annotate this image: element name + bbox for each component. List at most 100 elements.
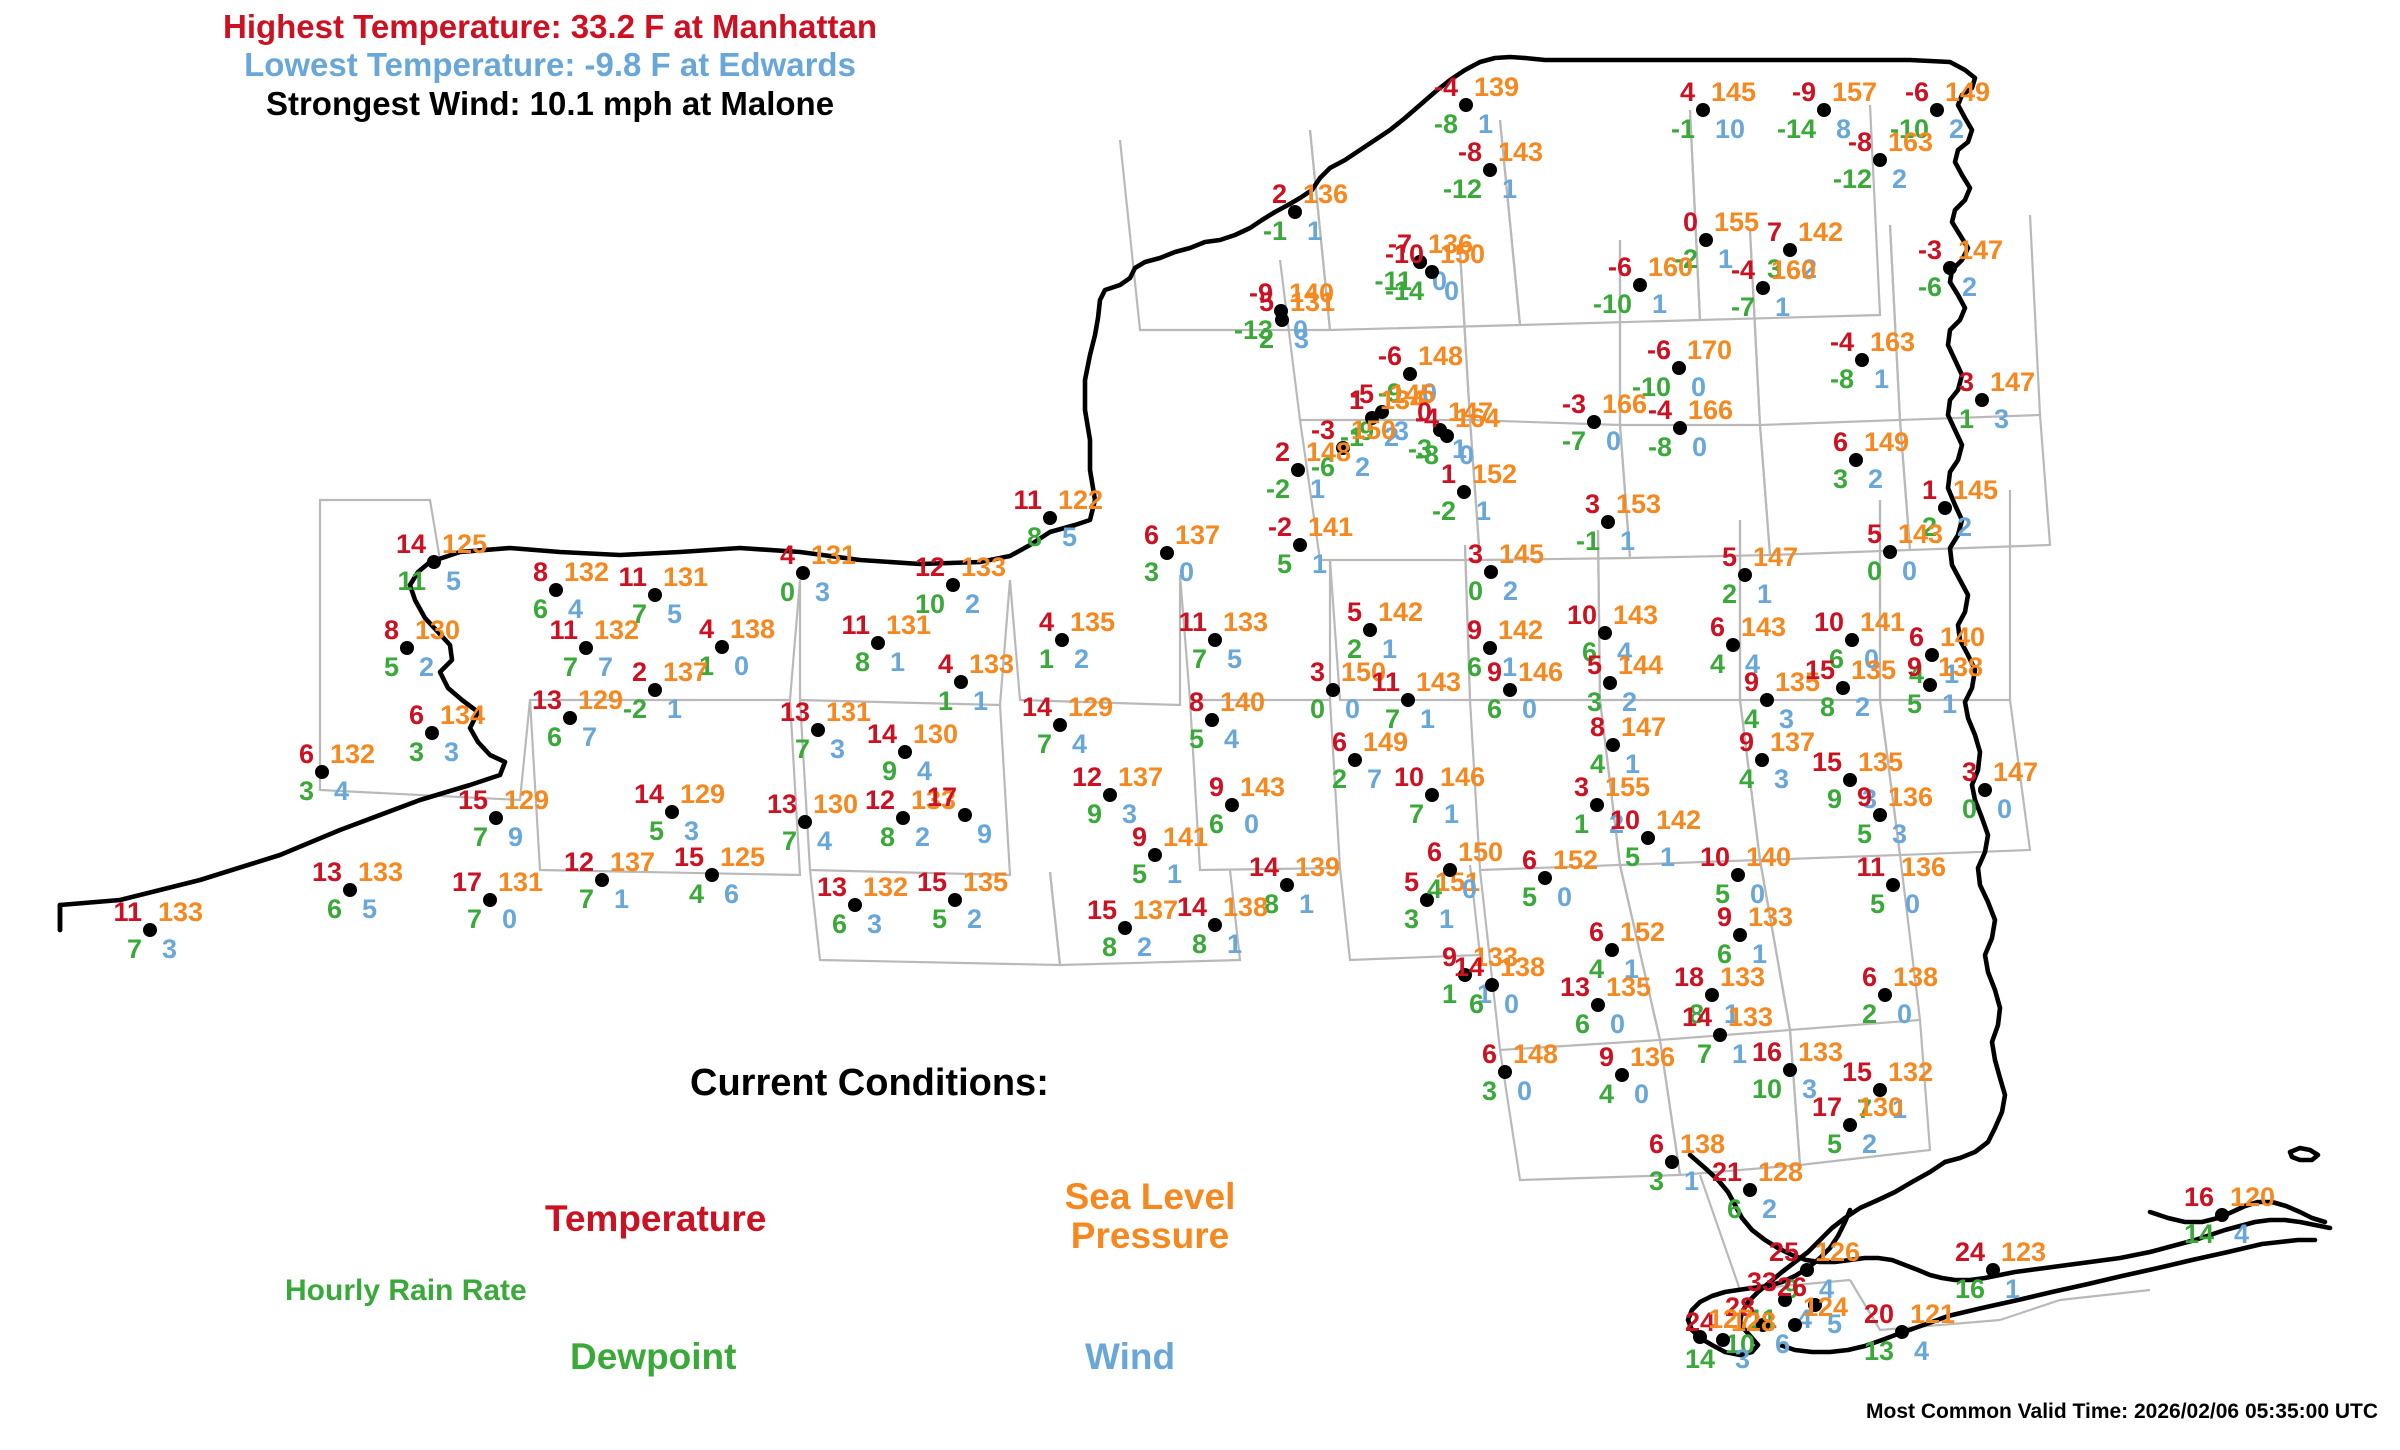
station-dewpoint: 1	[1958, 404, 1974, 434]
station-temperature: 26	[1776, 1272, 1807, 1302]
station-dewpoint: 6	[1468, 989, 1484, 1019]
station-dewpoint: 7	[562, 652, 578, 682]
station-dewpoint: 3	[1403, 904, 1419, 934]
station-dewpoint: -6	[1917, 272, 1942, 302]
station-sea-level-pressure: 137	[1118, 762, 1164, 792]
station-dot-icon	[1483, 163, 1497, 177]
station-sea-level-pressure: 149	[1363, 727, 1409, 757]
station-sea-level-pressure: 120	[2230, 1182, 2276, 1212]
station-dewpoint: -10	[1889, 114, 1929, 144]
station-dewpoint: 5	[1276, 549, 1292, 579]
station-dot-icon	[489, 811, 503, 825]
station-temperature: 11	[618, 562, 647, 592]
station-temperature: 14	[1453, 952, 1484, 982]
station-dot-icon	[1503, 683, 1517, 697]
station-sea-level-pressure: 145	[1711, 77, 1757, 107]
station-sea-level-pressure: 147	[1958, 235, 2004, 265]
station-temperature: 8	[1188, 687, 1204, 717]
station-dot-icon	[1205, 713, 1219, 727]
station-temperature: 0	[1682, 207, 1698, 237]
station-dot-icon	[1755, 753, 1769, 767]
station-dot-icon	[1413, 255, 1427, 269]
station-dot-icon	[811, 723, 825, 737]
station-sea-level-pressure: 135	[1775, 667, 1821, 697]
station-dot-icon	[1925, 648, 1939, 662]
station-dot-icon	[1778, 1293, 1792, 1307]
station-sea-level-pressure: 138	[730, 614, 776, 644]
station-sea-level-pressure: 147	[1753, 542, 1799, 572]
station-dot-icon	[1280, 878, 1294, 892]
station-wind: 3	[1735, 1344, 1751, 1374]
station-dot-icon	[1498, 1065, 1512, 1079]
station-dot-icon	[848, 898, 862, 912]
station-temperature: 13	[816, 872, 847, 902]
station-sea-level-pressure: 152	[1553, 845, 1599, 875]
station-dot-icon	[1873, 808, 1887, 822]
strongest-wind-headline: Strongest Wind: 10.1 mph at Malone	[265, 84, 835, 122]
station-wind: 2	[1868, 464, 1884, 494]
station-dot-icon	[1843, 1118, 1857, 1132]
station-wind: 2	[1609, 809, 1625, 839]
station-dot-icon	[400, 641, 414, 655]
station-dewpoint: -2	[1431, 496, 1456, 526]
station-dot-icon	[948, 893, 962, 907]
station-wind: 3	[444, 737, 460, 767]
station-wind: 1	[1502, 174, 1518, 204]
station-dot-icon	[1485, 978, 1499, 992]
station-sea-level-pressure: 124	[1803, 1292, 1849, 1322]
station-dot-icon	[1043, 511, 1057, 525]
station-dot-icon	[1053, 718, 1067, 732]
station-temperature: -2	[1267, 512, 1292, 542]
station-dot-icon	[1336, 441, 1350, 455]
station-dot-icon	[1160, 546, 1174, 560]
station-wind: 7	[1367, 764, 1383, 794]
station-temperature: 11	[549, 615, 578, 645]
station-temperature: 17	[926, 782, 957, 812]
station-dewpoint: 1	[1573, 809, 1589, 839]
station-dewpoint: 7	[1696, 1039, 1712, 1069]
station-dewpoint: -2	[622, 694, 647, 724]
station-dewpoint: 10	[914, 589, 945, 619]
lowest-temperature-headline: Lowest Temperature: -9.8 F at Edwards	[244, 46, 856, 84]
station-dot-icon	[1738, 568, 1752, 582]
station-sea-level-pressure: 139	[1474, 72, 1520, 102]
station-wind: 4	[1914, 1336, 1930, 1366]
station-wind: 0	[1293, 315, 1309, 345]
station-dot-icon	[315, 765, 329, 779]
station-dot-icon	[1598, 626, 1612, 640]
station-dot-icon	[1975, 393, 1989, 407]
station-dot-icon	[1760, 693, 1774, 707]
station-sea-level-pressure: 148	[1513, 1039, 1559, 1069]
station-sea-level-pressure: 133	[1748, 902, 1794, 932]
station-wind: 1	[1732, 1039, 1748, 1069]
station-dot-icon	[1938, 501, 1952, 515]
station-dewpoint: 7	[781, 826, 797, 856]
station-wind: 2	[1137, 932, 1153, 962]
station-dewpoint: 7	[126, 934, 142, 964]
station-dewpoint: 4	[1709, 649, 1725, 679]
station-wind: 1	[1307, 216, 1323, 246]
station-dot-icon	[1401, 693, 1415, 707]
station-wind: 3	[684, 816, 700, 846]
station-temperature: 9	[1716, 902, 1732, 932]
station-wind: 2	[1962, 272, 1978, 302]
station-dewpoint: 3	[1481, 1076, 1497, 1106]
station-dot-icon	[1633, 278, 1647, 292]
station-sea-level-pressure: 142	[1798, 217, 1844, 247]
station-wind: 0	[1606, 426, 1622, 456]
station-wind: 0	[1462, 874, 1478, 904]
station-temperature: 2	[631, 657, 647, 687]
station-dewpoint: 3	[1648, 1166, 1664, 1196]
station-temperature: 1	[1921, 475, 1937, 505]
station-temperature: -6	[1377, 341, 1402, 371]
station-wind: 7	[582, 722, 598, 752]
station-sea-level-pressure: 121	[1910, 1299, 1956, 1329]
station-wind: 1	[1420, 704, 1436, 734]
station-dot-icon	[1873, 1083, 1887, 1097]
station-dot-icon	[1603, 676, 1617, 690]
station-sea-level-pressure: 132	[330, 739, 376, 769]
station-dewpoint: -1	[1575, 526, 1600, 556]
station-dewpoint: 5	[1714, 879, 1730, 909]
station-sea-level-pressure: 145	[1953, 475, 1999, 505]
station-wind: 1	[1624, 954, 1640, 984]
